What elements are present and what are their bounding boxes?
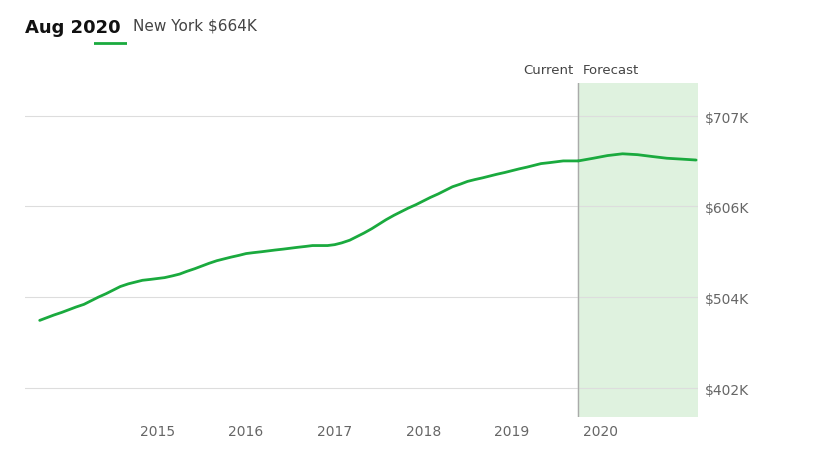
- Text: Aug 2020: Aug 2020: [25, 19, 120, 37]
- Text: New York $664K: New York $664K: [133, 19, 257, 33]
- Text: Current: Current: [524, 64, 574, 77]
- Text: Forecast: Forecast: [583, 64, 639, 77]
- Bar: [578, 83, 698, 417]
